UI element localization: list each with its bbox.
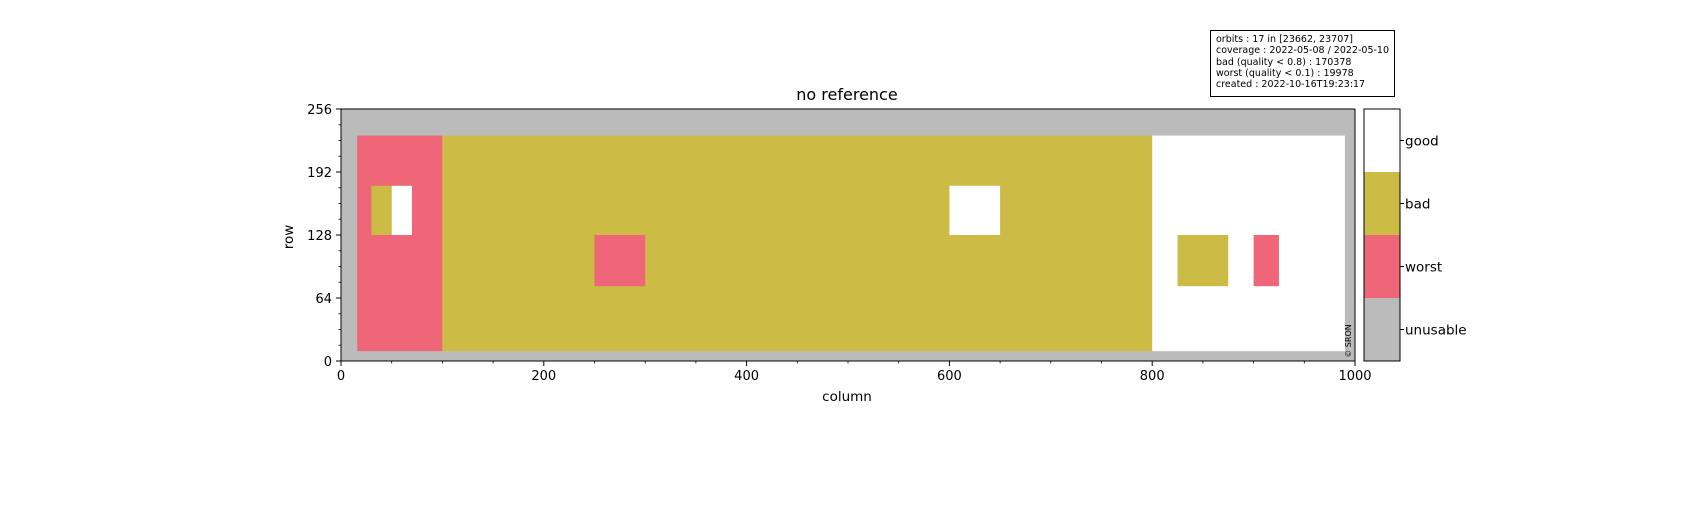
x-tick-label: 0 <box>337 369 345 384</box>
info-orbits: orbits : 17 in [23662, 23707] <box>1216 34 1353 45</box>
heatmap-cell-good <box>391 185 412 235</box>
x-tick-label: 400 <box>734 369 759 384</box>
heatmap-cell-worst <box>357 135 443 352</box>
heatmap-plot <box>341 109 1355 361</box>
heatmap-cell-worst <box>1253 235 1279 287</box>
y-tick-label: 256 <box>307 103 332 118</box>
x-axis-label: column <box>822 389 872 405</box>
heatmap-cell-bad <box>1177 235 1229 287</box>
info-bad-count: bad (quality < 0.8) : 170378 <box>1216 56 1352 68</box>
info-box: orbits : 17 in [23662, 23707] coverage :… <box>1210 30 1395 97</box>
legend-swatch-unusable <box>1364 298 1400 361</box>
colorbar-legend: good bad worst unusable <box>1363 108 1467 362</box>
y-tick-label: 64 <box>315 292 332 307</box>
legend-swatch-good <box>1364 109 1400 172</box>
heatmap-cell-worst <box>594 235 646 287</box>
legend-label-worst: worst <box>1405 260 1442 276</box>
y-tick-label: 192 <box>307 166 332 181</box>
axes: 0 200 400 600 800 1000 0 64 128 192 256 <box>307 103 1371 384</box>
x-tick-label: 1000 <box>1338 369 1371 384</box>
heatmap-cell-good <box>949 185 1001 235</box>
y-tick-label: 128 <box>307 229 332 244</box>
x-tick-label: 800 <box>1140 369 1165 384</box>
legend-swatch-worst <box>1364 235 1400 298</box>
heatmap-cell-bad <box>371 185 392 235</box>
legend-frame <box>1363 108 1401 362</box>
watermark: © SRON <box>1344 324 1353 357</box>
info-created: created : 2022-10-16T19:23:17 <box>1216 79 1366 91</box>
chart-title: no reference <box>796 85 897 104</box>
x-tick-label: 200 <box>531 369 556 384</box>
legend-label-good: good <box>1405 134 1439 150</box>
y-tick-label: 0 <box>324 355 332 370</box>
legend-swatch-bad <box>1364 172 1400 235</box>
legend-label-unusable: unusable <box>1405 323 1467 339</box>
info-coverage: coverage : 2022-05-08 / 2022-05-10 <box>1216 45 1390 57</box>
legend-label-bad: bad <box>1405 197 1430 213</box>
y-axis-label: row <box>281 225 297 250</box>
heatmap-cell-bad <box>442 135 1153 352</box>
info-worst-count: worst (quality < 0.1) : 19978 <box>1216 67 1354 79</box>
x-tick-label: 600 <box>937 369 962 384</box>
